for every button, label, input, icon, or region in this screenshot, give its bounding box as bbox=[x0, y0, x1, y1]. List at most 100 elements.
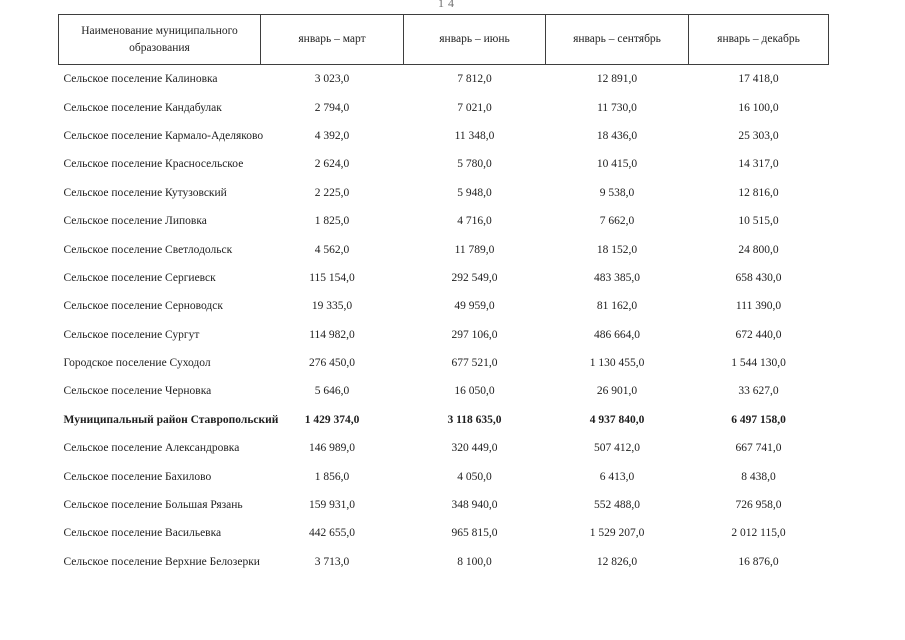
table-row: Сельское поселение Черновка 5 646,0 16 050… bbox=[59, 377, 829, 405]
table-row: Муниципальный район Ставропольский 1 429 … bbox=[59, 406, 829, 434]
value-cell: 1 429 374,0 bbox=[304, 413, 360, 426]
municipality-name-cell: Сельское поселение Александровка bbox=[63, 442, 240, 455]
value-cell: 11 730,0 bbox=[597, 101, 637, 114]
municipality-name-cell: Сельское поселение Серноводск bbox=[63, 300, 223, 313]
value-cell: 4 392,0 bbox=[314, 129, 350, 142]
value-cell: 12 826,0 bbox=[596, 555, 638, 568]
value-cell: 3 118 635,0 bbox=[447, 413, 502, 426]
value-cell: 10 415,0 bbox=[596, 158, 638, 171]
value-cell: 16 876,0 bbox=[738, 555, 779, 568]
municipality-name-cell: Сельское поселение Сургут bbox=[63, 328, 200, 341]
table-row: Сельское поселение Верхние Белозерки 3 71… bbox=[59, 548, 829, 576]
table-row: Сельское поселение Кандабулак 2 794,0 7 02… bbox=[59, 93, 829, 121]
table-row: Сельское поселение Светлодольск 4 562,0 11… bbox=[59, 235, 829, 263]
value-cell: 486 664,0 bbox=[594, 328, 640, 341]
value-cell: 6 497 158,0 bbox=[731, 413, 786, 426]
municipality-name-cell: Сельское поселение Сергиевск bbox=[63, 271, 216, 284]
value-cell: 672 440,0 bbox=[735, 328, 782, 341]
value-cell: 2 624,0 bbox=[314, 158, 350, 171]
value-cell: 12 891,0 bbox=[596, 73, 638, 86]
table-row: Сельское поселение Бахилово 1 856,0 4 050,… bbox=[59, 462, 829, 490]
column-header-jan-sep: январь – сентябрь bbox=[545, 14, 689, 65]
value-cell: 6 413,0 bbox=[599, 470, 635, 483]
municipality-name-cell: Сельское поселение Красносельское bbox=[63, 158, 244, 171]
value-cell: 81 162,0 bbox=[596, 300, 638, 313]
table-row: Сельское поселение Васильевка 442 655,0 96… bbox=[59, 519, 829, 547]
municipality-name-cell: Сельское поселение Кармало-Аделяково bbox=[63, 129, 264, 142]
value-cell: 26 901,0 bbox=[596, 385, 638, 398]
value-cell: 4 716,0 bbox=[457, 215, 492, 228]
value-cell: 5 780,0 bbox=[457, 158, 492, 171]
value-cell: 1 130 455,0 bbox=[589, 357, 645, 370]
value-cell: 2 012 115,0 bbox=[731, 527, 786, 540]
value-cell: 552 488,0 bbox=[594, 499, 640, 512]
value-cell: 16 100,0 bbox=[738, 101, 779, 114]
value-cell: 7 021,0 bbox=[457, 101, 492, 114]
value-cell: 7 812,0 bbox=[457, 73, 492, 86]
municipality-name-cell: Сельское поселение Черновка bbox=[63, 385, 212, 398]
value-cell: 14 317,0 bbox=[738, 158, 779, 171]
value-cell: 2 794,0 bbox=[314, 101, 350, 114]
value-cell: 24 800,0 bbox=[738, 243, 779, 256]
table-row: Городское поселение Суходол 276 450,0 677 … bbox=[59, 349, 829, 377]
value-cell: 2 225,0 bbox=[314, 186, 350, 199]
municipality-name-cell: Сельское поселение Калиновка bbox=[63, 73, 218, 86]
column-header-jan-mar: январь – март bbox=[260, 14, 404, 65]
value-cell: 49 959,0 bbox=[454, 300, 495, 313]
value-cell: 1 529 207,0 bbox=[589, 527, 645, 540]
table-row: Сельское поселение Калиновка 3 023,0 7 812… bbox=[59, 65, 829, 94]
value-cell: 111 390,0 bbox=[735, 300, 782, 313]
value-cell: 726 958,0 bbox=[735, 499, 782, 512]
value-cell: 667 741,0 bbox=[735, 442, 782, 455]
municipality-name-cell: Сельское поселение Кандабулак bbox=[63, 101, 222, 114]
value-cell: 1 544 130,0 bbox=[731, 357, 786, 370]
value-cell: 442 655,0 bbox=[309, 527, 355, 540]
table-row: Сельское поселение Сургут 114 982,0 297 10… bbox=[59, 321, 829, 349]
value-cell: 33 627,0 bbox=[738, 385, 779, 398]
municipality-name-cell: Муниципальный район Ставропольский bbox=[63, 413, 279, 426]
value-cell: 12 816,0 bbox=[738, 186, 779, 199]
page-number: 14 bbox=[438, 0, 458, 10]
value-cell: 16 050,0 bbox=[454, 385, 495, 398]
municipality-name-cell: Сельское поселение Верхние Белозерки bbox=[63, 555, 260, 568]
table-row: Сельское поселение Серноводск 19 335,0 49 … bbox=[59, 292, 829, 320]
table-row: Сельское поселение Кармало-Аделяково 4 39… bbox=[59, 122, 829, 150]
value-cell: 276 450,0 bbox=[309, 357, 355, 370]
value-cell: 115 154,0 bbox=[309, 271, 355, 284]
municipality-name-cell: Сельское поселение Большая Рязань bbox=[63, 499, 243, 512]
municipality-name-cell: Сельское поселение Бахилово bbox=[63, 470, 212, 483]
value-cell: 4 937 840,0 bbox=[589, 413, 645, 426]
value-cell: 320 449,0 bbox=[451, 442, 498, 455]
column-header-jan-jun: январь – июнь bbox=[403, 14, 546, 65]
value-cell: 348 940,0 bbox=[451, 499, 498, 512]
value-cell: 297 106,0 bbox=[451, 328, 498, 341]
value-cell: 677 521,0 bbox=[451, 357, 498, 370]
value-cell: 159 931,0 bbox=[309, 499, 355, 512]
table-row: Сельское поселение Большая Рязань 159 931… bbox=[59, 491, 829, 519]
table-header-row: Наименование муниципального образования … bbox=[58, 14, 829, 65]
value-cell: 7 662,0 bbox=[599, 215, 635, 228]
value-cell: 11 348,0 bbox=[454, 129, 495, 142]
value-cell: 114 982,0 bbox=[309, 328, 355, 341]
value-cell: 1 856,0 bbox=[314, 470, 350, 483]
value-cell: 18 152,0 bbox=[596, 243, 638, 256]
value-cell: 658 430,0 bbox=[735, 271, 782, 284]
value-cell: 8 100,0 bbox=[457, 555, 492, 568]
municipal-budget-table: Наименование муниципального образования … bbox=[58, 14, 829, 576]
column-header-municipality: Наименование муниципального образования bbox=[58, 14, 261, 65]
value-cell: 10 515,0 bbox=[738, 215, 779, 228]
table-row: Сельское поселение Красносельское 2 624,0… bbox=[59, 150, 829, 178]
value-cell: 292 549,0 bbox=[451, 271, 498, 284]
value-cell: 11 789,0 bbox=[454, 243, 495, 256]
table-row: Сельское поселение Сергиевск 115 154,0 292… bbox=[59, 264, 829, 292]
value-cell: 3 713,0 bbox=[314, 555, 350, 568]
table-row: Сельское поселение Александровка 146 989,… bbox=[59, 434, 829, 462]
value-cell: 483 385,0 bbox=[594, 271, 640, 284]
municipality-name-cell: Сельское поселение Липовка bbox=[63, 215, 207, 228]
value-cell: 5 646,0 bbox=[314, 385, 350, 398]
value-cell: 25 303,0 bbox=[738, 129, 779, 142]
column-header-jan-dec: январь – декабрь bbox=[688, 14, 829, 65]
value-cell: 18 436,0 bbox=[596, 129, 638, 142]
value-cell: 1 825,0 bbox=[314, 215, 350, 228]
